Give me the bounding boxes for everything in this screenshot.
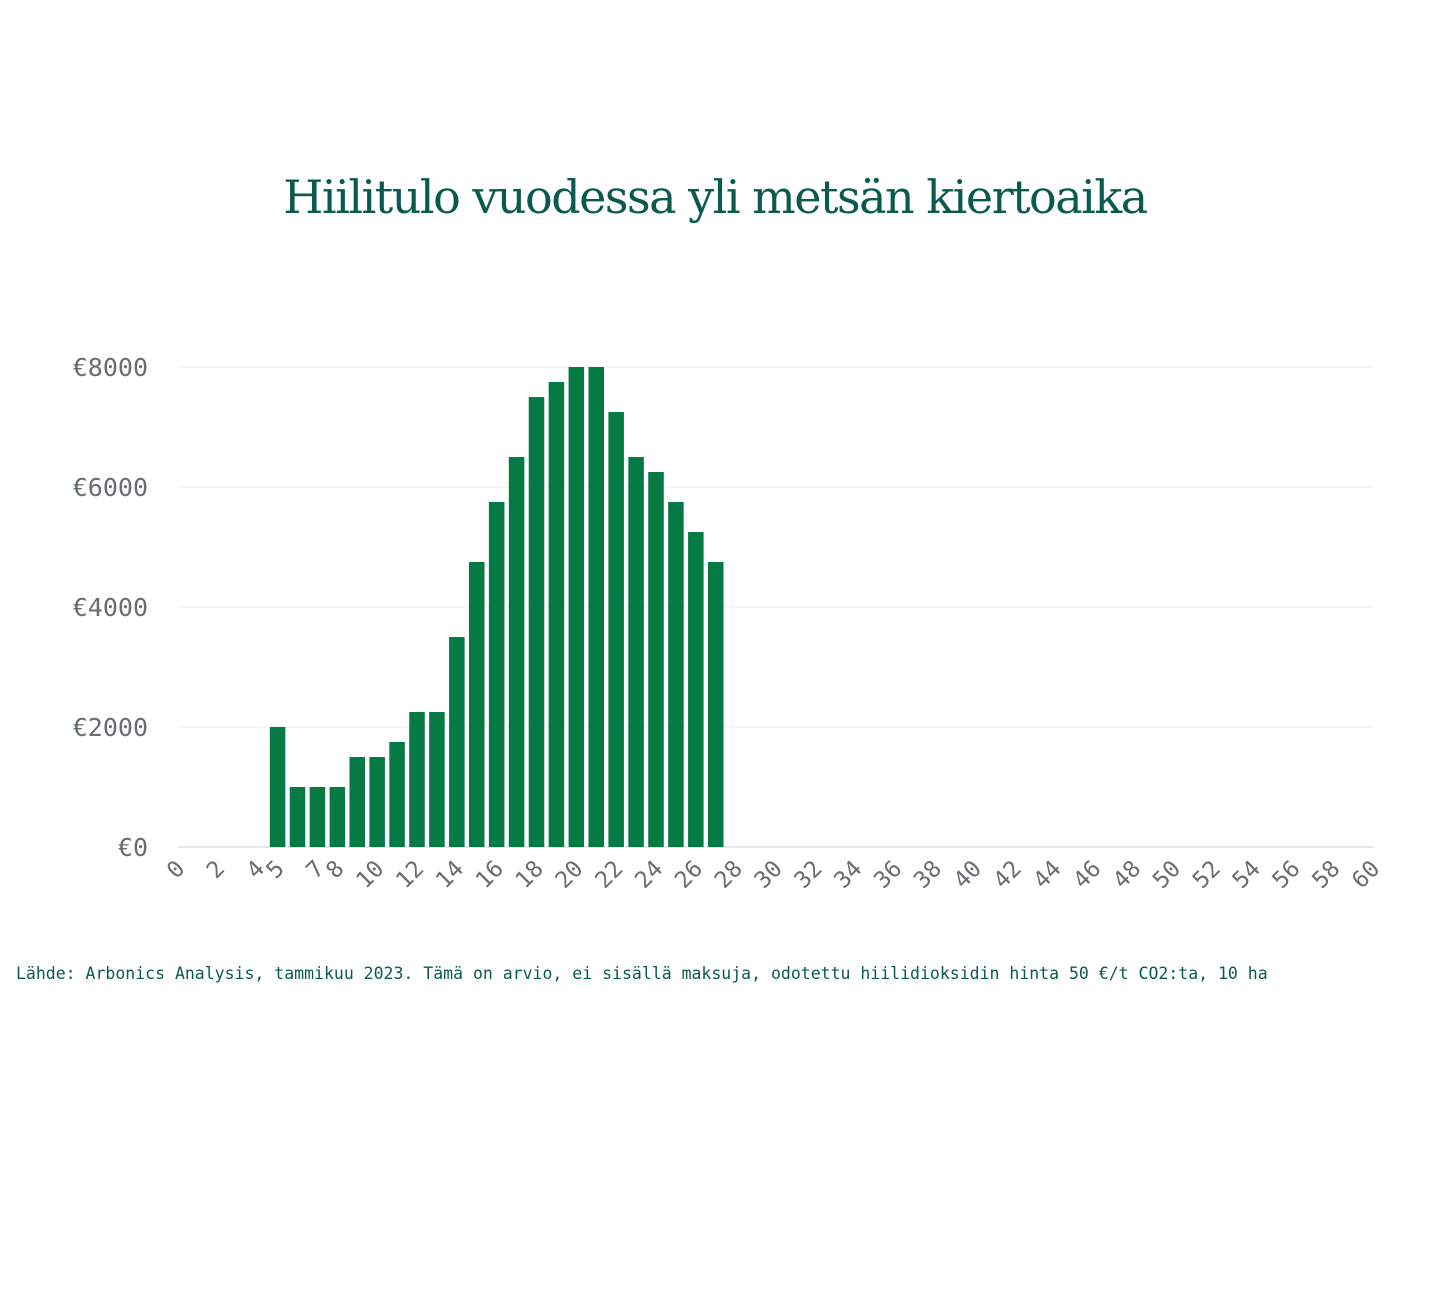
x-tick-label: 2 — [202, 856, 230, 884]
bar — [429, 712, 445, 847]
x-tick-label: 0 — [162, 856, 190, 884]
bar — [568, 367, 585, 847]
x-tick-label: 40 — [949, 856, 987, 894]
bar — [488, 502, 505, 847]
bar — [329, 787, 346, 847]
x-tick-label: 52 — [1188, 856, 1226, 894]
x-tick-label: 54 — [1228, 856, 1266, 894]
y-tick-label: €2000 — [73, 713, 148, 742]
x-tick-label: 18 — [511, 856, 549, 894]
bar — [528, 397, 545, 847]
x-tick-label: 44 — [1029, 856, 1067, 894]
bar — [508, 457, 525, 847]
x-tick-label: 46 — [1068, 856, 1106, 894]
source-note: Lähde: Arbonics Analysis, tammikuu 2023.… — [16, 964, 1268, 983]
chart-title: Hiilitulo vuodessa yli metsän kiertoaika — [283, 170, 1148, 224]
x-tick-label: 56 — [1268, 856, 1306, 894]
x-tick-label: 24 — [630, 856, 668, 894]
y-tick-label: €6000 — [73, 473, 148, 502]
bar — [608, 412, 624, 847]
bar — [548, 382, 565, 847]
x-tick-label: 16 — [471, 856, 509, 894]
x-tick-label: 50 — [1148, 856, 1186, 894]
bar — [389, 742, 405, 847]
x-tick-label: 10 — [351, 856, 389, 894]
y-axis-ticks: €0 €2000 €4000 €6000 €8000 — [73, 353, 148, 862]
x-tick-label: 12 — [391, 856, 429, 894]
bar — [409, 712, 425, 847]
x-tick-label: 14 — [431, 856, 469, 894]
y-tick-label: €4000 — [73, 593, 148, 622]
x-tick-label: 34 — [829, 856, 867, 894]
bar — [289, 787, 306, 847]
x-tick-label: 32 — [790, 856, 828, 894]
x-tick-label: 30 — [750, 856, 788, 894]
x-tick-label: 58 — [1307, 856, 1345, 894]
x-tick-label: 5 — [262, 856, 290, 884]
bar — [309, 787, 326, 847]
x-tick-label: 42 — [989, 856, 1027, 894]
x-axis-ticks: 0 2 45 78 10 12 14 16 18 20 22 24 26 28 30 32 34 36 38 40 42… — [162, 856, 1385, 894]
x-tick-label: 38 — [909, 856, 947, 894]
x-tick-label: 48 — [1108, 856, 1146, 894]
bar — [648, 472, 664, 847]
y-tick-label: €8000 — [73, 353, 148, 382]
bar — [468, 562, 485, 847]
bar — [628, 457, 644, 847]
bar — [269, 727, 286, 847]
x-tick-label: 22 — [590, 856, 628, 894]
bar-chart: €0€2000€4000€6000€8000 0 2 45 78 10 12 14 16 18 2… — [73, 353, 1386, 894]
bar — [668, 502, 684, 847]
bar — [688, 532, 704, 847]
y-tick-label: €0 — [118, 833, 148, 862]
x-tick-label: 26 — [670, 856, 708, 894]
x-tick-label: 8 — [321, 856, 349, 884]
bar — [588, 367, 605, 847]
bars — [269, 367, 724, 847]
bar — [369, 757, 385, 847]
x-tick-label: 36 — [869, 856, 907, 894]
bar — [707, 562, 724, 847]
x-tick-label: 20 — [551, 856, 589, 894]
gridlines — [178, 366, 1373, 848]
bar — [449, 637, 465, 847]
x-tick-label: 60 — [1347, 856, 1385, 894]
bar — [349, 757, 366, 847]
x-tick-label: 28 — [710, 856, 748, 894]
